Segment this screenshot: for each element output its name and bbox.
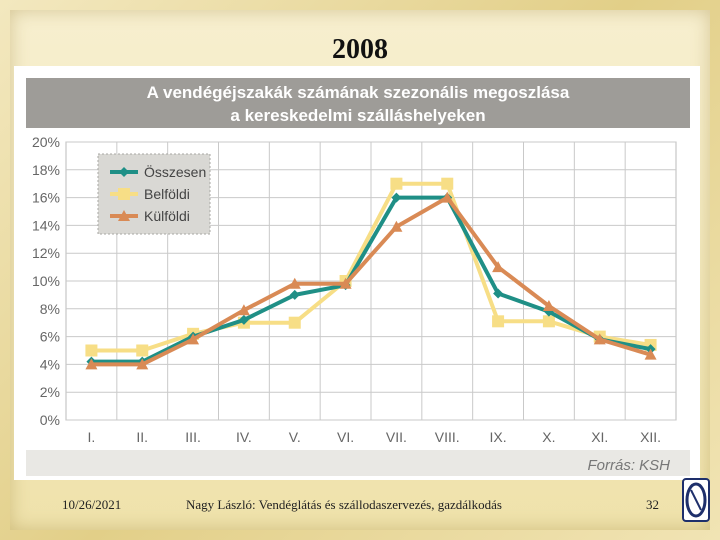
chart-source: Forrás: KSH <box>587 457 670 474</box>
y-tick-label: 4% <box>40 356 60 372</box>
data-point <box>492 315 505 328</box>
footer-text: Nagy László: Vendéglátás és szállodaszer… <box>186 497 502 512</box>
legend-entry: Összesen <box>144 163 206 180</box>
legend-swatch-marker <box>118 188 130 200</box>
y-tick-label: 14% <box>32 217 60 233</box>
data-point <box>238 314 249 325</box>
x-tick-label: VIII. <box>435 429 460 445</box>
y-tick-label: 6% <box>40 329 60 345</box>
y-tick-label: 0% <box>40 412 60 428</box>
series-line <box>91 181 651 353</box>
data-point <box>644 348 657 360</box>
series-line <box>91 195 652 367</box>
university-logo-icon <box>682 478 710 522</box>
y-tick-label: 2% <box>40 384 60 400</box>
data-point <box>136 358 149 370</box>
data-point <box>339 277 352 289</box>
chart-title: A vendégéjszakák számának szezonális meg… <box>147 83 570 102</box>
data-point <box>593 333 606 345</box>
data-point <box>441 177 454 190</box>
slide-title: 2008 <box>332 34 388 65</box>
x-tick-label: II. <box>136 429 148 445</box>
series-2 <box>85 191 657 370</box>
chart-header-band <box>26 78 690 128</box>
y-tick-label: 8% <box>40 301 60 317</box>
y-tick-label: 18% <box>32 162 60 178</box>
legend-entry: Belföldi <box>144 186 190 202</box>
data-point <box>391 192 402 203</box>
series-group <box>85 177 657 370</box>
data-point <box>542 300 555 312</box>
x-tick-label: XII. <box>640 429 661 445</box>
chart-subtitle: a kereskedelmi szálláshelyeken <box>230 106 485 125</box>
y-tick-label: 10% <box>32 273 60 289</box>
x-tick-label: IV. <box>236 429 252 445</box>
y-axis-ticks: 0% 2% 4% 6% 8% 10% 12% 14% 16% 18% 20% <box>32 134 60 428</box>
chart-container: A vendégéjszakák számának szezonális meg… <box>14 66 700 480</box>
y-tick-label: 20% <box>32 134 60 150</box>
data-point <box>289 289 300 300</box>
y-tick-label: 16% <box>32 190 60 206</box>
x-tick-label: I. <box>88 429 96 445</box>
data-point <box>85 344 98 357</box>
data-point <box>492 261 505 273</box>
y-tick-label: 12% <box>32 245 60 261</box>
footer-date: 10/26/2021 <box>62 497 122 512</box>
data-point <box>390 220 403 232</box>
x-tick-label: VII. <box>386 429 407 445</box>
data-point <box>493 288 504 299</box>
legend-swatch-marker <box>119 167 129 177</box>
x-tick-label: X. <box>542 429 555 445</box>
data-point <box>390 177 403 190</box>
series-line <box>91 195 651 364</box>
data-point <box>441 191 454 203</box>
chart-legend: Összesen Belföldi Külföldi <box>97 153 211 235</box>
data-point <box>187 333 200 345</box>
legend-entry: Külföldi <box>144 208 190 224</box>
page-number: 32 <box>646 497 659 512</box>
data-point <box>237 304 250 316</box>
x-tick-label: III. <box>185 429 201 445</box>
data-point <box>136 344 149 357</box>
line-chart: A vendégéjszakák számának szezonális meg… <box>26 78 690 476</box>
chart-footer-band <box>26 450 690 476</box>
data-point <box>288 277 301 289</box>
data-point <box>542 315 555 328</box>
legend-swatch-marker <box>118 210 130 221</box>
data-point <box>85 358 98 370</box>
data-point <box>288 316 301 329</box>
x-tick-label: IX. <box>490 429 507 445</box>
x-tick-label: XI. <box>591 429 608 445</box>
x-tick-label: VI. <box>337 429 354 445</box>
x-axis-ticks: I. II. III. IV. V. VI. VII. VIII. IX. X. XI. XII. <box>88 429 662 445</box>
x-tick-label: V. <box>289 429 301 445</box>
